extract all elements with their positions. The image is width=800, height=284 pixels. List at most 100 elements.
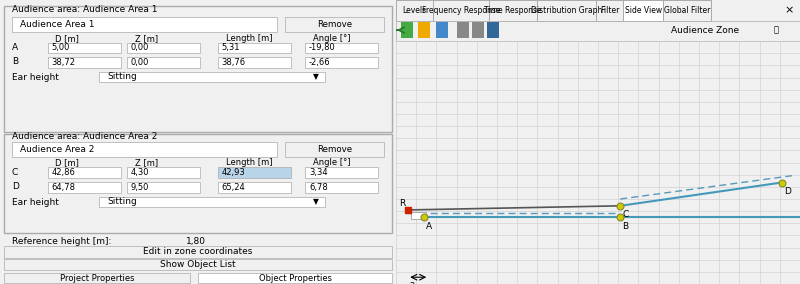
Text: R: R [398, 199, 405, 208]
Text: -2,66: -2,66 [309, 58, 330, 67]
Text: Audience area: Audience Area 1: Audience area: Audience Area 1 [12, 5, 158, 14]
Text: D [m]: D [m] [55, 34, 79, 43]
Text: Global Filter: Global Filter [664, 6, 710, 14]
Text: Z [m]: Z [m] [134, 34, 158, 43]
FancyBboxPatch shape [4, 134, 392, 233]
Text: 38,72: 38,72 [51, 58, 75, 67]
Text: 2 m: 2 m [410, 281, 426, 284]
Text: 0,00: 0,00 [130, 43, 149, 53]
FancyBboxPatch shape [12, 142, 278, 157]
FancyBboxPatch shape [218, 182, 291, 193]
Text: Show Object List: Show Object List [160, 260, 236, 269]
Text: Time Response: Time Response [484, 6, 542, 14]
Text: Distribution Graph: Distribution Graph [531, 6, 602, 14]
FancyBboxPatch shape [4, 246, 392, 258]
Text: Audience Area 2: Audience Area 2 [20, 145, 94, 154]
Text: 42,86: 42,86 [51, 168, 75, 177]
Text: Audience Area 1: Audience Area 1 [20, 20, 94, 29]
FancyBboxPatch shape [401, 22, 413, 38]
Text: Edit in zone coordinates: Edit in zone coordinates [143, 247, 253, 256]
FancyBboxPatch shape [396, 0, 433, 21]
FancyBboxPatch shape [198, 273, 392, 283]
Text: 64,78: 64,78 [51, 183, 75, 192]
Text: Side View: Side View [625, 6, 662, 14]
FancyBboxPatch shape [99, 197, 325, 207]
FancyBboxPatch shape [4, 6, 392, 132]
FancyBboxPatch shape [4, 273, 190, 283]
FancyBboxPatch shape [99, 72, 325, 82]
Text: Length [m]: Length [m] [226, 34, 272, 43]
Text: 1,80: 1,80 [186, 237, 206, 247]
FancyBboxPatch shape [218, 57, 291, 68]
FancyBboxPatch shape [435, 22, 448, 38]
Text: A: A [426, 222, 433, 231]
FancyBboxPatch shape [4, 259, 392, 270]
Text: Filter: Filter [600, 6, 619, 14]
Text: 5,31: 5,31 [222, 43, 240, 53]
FancyBboxPatch shape [218, 167, 291, 178]
FancyBboxPatch shape [396, 21, 800, 41]
FancyBboxPatch shape [12, 17, 278, 32]
FancyBboxPatch shape [305, 182, 378, 193]
Text: ▼: ▼ [313, 197, 318, 206]
Text: C: C [12, 168, 18, 177]
FancyBboxPatch shape [596, 0, 623, 21]
Text: Remove: Remove [317, 145, 352, 154]
FancyBboxPatch shape [285, 17, 384, 32]
Text: Z [m]: Z [m] [134, 158, 158, 167]
FancyBboxPatch shape [305, 167, 378, 178]
Text: Audience area: Audience Area 2: Audience area: Audience Area 2 [12, 132, 158, 141]
FancyBboxPatch shape [663, 0, 711, 21]
FancyBboxPatch shape [487, 22, 499, 38]
Text: 3,34: 3,34 [309, 168, 327, 177]
FancyBboxPatch shape [126, 57, 200, 68]
Text: Length [m]: Length [m] [226, 158, 272, 167]
FancyBboxPatch shape [537, 0, 596, 21]
FancyBboxPatch shape [126, 182, 200, 193]
Text: 5,00: 5,00 [51, 43, 70, 53]
Text: 4,30: 4,30 [130, 168, 149, 177]
Text: C: C [622, 210, 629, 219]
Text: Sitting: Sitting [107, 72, 137, 82]
FancyBboxPatch shape [418, 22, 430, 38]
Text: 65,24: 65,24 [222, 183, 246, 192]
Text: 42,93: 42,93 [222, 168, 246, 177]
Text: 6,78: 6,78 [309, 183, 328, 192]
Text: B: B [12, 57, 18, 66]
Text: 9,50: 9,50 [130, 183, 149, 192]
FancyBboxPatch shape [47, 43, 121, 53]
Text: Ear height: Ear height [12, 198, 58, 207]
FancyBboxPatch shape [457, 22, 469, 38]
Text: Levels: Levels [402, 6, 426, 14]
Text: Angle [°]: Angle [°] [313, 158, 350, 167]
Text: 0,00: 0,00 [130, 58, 149, 67]
FancyBboxPatch shape [47, 182, 121, 193]
FancyBboxPatch shape [623, 0, 663, 21]
Text: D: D [784, 187, 790, 196]
Text: -19,80: -19,80 [309, 43, 336, 53]
Text: Frequency Response: Frequency Response [422, 6, 500, 14]
Bar [410, 212, 426, 219]
Text: D: D [12, 182, 18, 191]
FancyBboxPatch shape [305, 43, 378, 53]
FancyBboxPatch shape [489, 0, 537, 21]
Text: Project Properties: Project Properties [60, 273, 134, 283]
Text: 🔒: 🔒 [774, 26, 778, 35]
Text: A: A [12, 43, 18, 52]
FancyBboxPatch shape [218, 43, 291, 53]
FancyBboxPatch shape [126, 43, 200, 53]
Text: D [m]: D [m] [55, 158, 79, 167]
FancyBboxPatch shape [433, 0, 489, 21]
FancyBboxPatch shape [126, 167, 200, 178]
Text: Reference height [m]:: Reference height [m]: [12, 237, 111, 247]
FancyBboxPatch shape [47, 57, 121, 68]
Text: Sitting: Sitting [107, 197, 137, 206]
FancyBboxPatch shape [472, 22, 484, 38]
FancyBboxPatch shape [305, 57, 378, 68]
FancyBboxPatch shape [285, 142, 384, 157]
Text: Audience Zone: Audience Zone [670, 26, 739, 35]
Text: Remove: Remove [317, 20, 352, 29]
Text: ▼: ▼ [313, 72, 318, 82]
Text: B: B [622, 222, 628, 231]
Text: ×: × [784, 5, 794, 15]
